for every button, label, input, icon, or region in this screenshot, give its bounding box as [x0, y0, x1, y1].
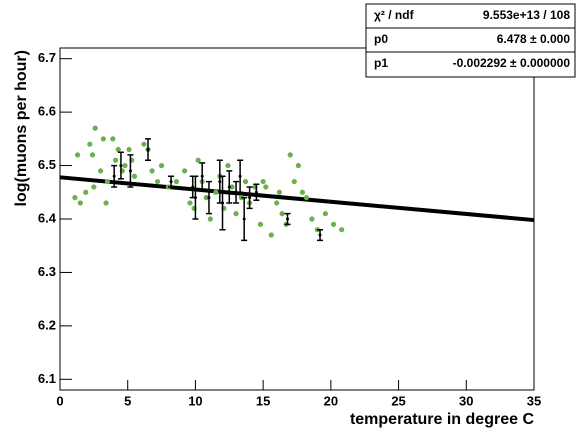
data-point — [158, 162, 165, 169]
data-point — [154, 178, 161, 185]
data-point — [286, 217, 290, 221]
data-point — [131, 173, 138, 179]
x-tick-label: 0 — [56, 393, 63, 408]
data-point — [122, 162, 128, 169]
y-tick-label: 6.4 — [38, 210, 57, 225]
data-point — [229, 184, 235, 190]
data-point — [299, 189, 306, 195]
data-point — [100, 136, 106, 142]
data-point — [274, 200, 280, 206]
data-point — [213, 189, 219, 195]
data-point — [141, 141, 147, 147]
data-point — [279, 211, 285, 217]
data-point — [195, 157, 201, 163]
data-point — [291, 178, 297, 185]
data-point — [83, 189, 89, 195]
y-tick-label: 6.7 — [38, 50, 56, 65]
data-point — [276, 189, 282, 195]
data-point — [119, 164, 123, 168]
data-point — [200, 174, 204, 178]
stats-value: 9.553e+13 / 108 — [483, 8, 570, 22]
data-point — [146, 148, 150, 152]
data-point — [203, 195, 209, 201]
stats-box — [365, 3, 576, 78]
data-point — [242, 217, 246, 221]
data-point — [110, 136, 116, 142]
x-tick-label: 25 — [391, 393, 405, 408]
data-point — [227, 185, 231, 189]
x-tick-label: 30 — [459, 393, 473, 408]
data-point — [233, 211, 239, 217]
x-tick-label: 10 — [188, 393, 202, 408]
data-point — [254, 190, 258, 194]
y-tick-label: 6.5 — [38, 157, 56, 172]
fit-line — [59, 175, 535, 223]
data-point — [242, 178, 249, 185]
data-point — [221, 201, 225, 205]
stats-value: 6.478 ± 0.000 — [497, 32, 571, 46]
y-tick-label: 6.2 — [38, 317, 56, 332]
data-point — [187, 200, 193, 206]
data-point — [263, 184, 269, 190]
data-point — [309, 216, 315, 222]
data-point — [91, 184, 97, 190]
data-point — [303, 195, 310, 201]
data-point — [103, 200, 109, 206]
data-point — [339, 227, 345, 233]
data-point — [115, 146, 121, 153]
data-point — [75, 152, 81, 158]
stats-label: χ² / ndf — [374, 8, 415, 22]
data-point — [98, 168, 104, 174]
y-axis-title: log(muons per hour) — [13, 50, 30, 206]
data-point — [191, 185, 195, 189]
data-point — [318, 233, 322, 237]
data-point — [225, 162, 231, 169]
stats-value: -0.002292 ± 0.000000 — [453, 56, 571, 70]
x-tick-label: 35 — [527, 393, 541, 408]
data-point — [330, 221, 337, 227]
data-point — [295, 162, 301, 169]
data-point — [181, 168, 188, 174]
data-point — [173, 178, 180, 185]
data-point — [207, 216, 213, 222]
data-point — [248, 196, 252, 200]
x-tick-label: 20 — [324, 393, 338, 408]
stats-label: p0 — [374, 32, 388, 46]
data-point — [234, 190, 238, 194]
data-point — [169, 180, 173, 184]
data-point — [87, 141, 93, 147]
data-point — [89, 152, 96, 158]
stats-label: p1 — [374, 56, 388, 70]
data-point — [104, 178, 110, 185]
x-tick-label: 5 — [124, 393, 131, 408]
y-tick-label: 6.1 — [38, 371, 56, 386]
data-point — [257, 221, 264, 227]
data-point — [72, 195, 78, 201]
data-point — [149, 168, 155, 174]
data-point — [218, 180, 222, 184]
y-tick-label: 6.6 — [38, 104, 56, 119]
data-point — [322, 211, 329, 217]
data-point — [287, 152, 293, 158]
data-point — [207, 196, 211, 200]
data-point — [260, 178, 266, 185]
data-point — [112, 174, 116, 178]
x-axis-title: temperature in degree C — [350, 411, 535, 428]
x-tick-label: 15 — [256, 393, 270, 408]
data-point — [126, 146, 132, 153]
y-tick-label: 6.3 — [38, 264, 56, 279]
data-point — [112, 157, 119, 163]
data-point — [238, 174, 242, 178]
data-point — [268, 232, 274, 238]
data-point — [77, 200, 83, 206]
data-point — [92, 125, 98, 131]
data-point — [128, 169, 132, 173]
